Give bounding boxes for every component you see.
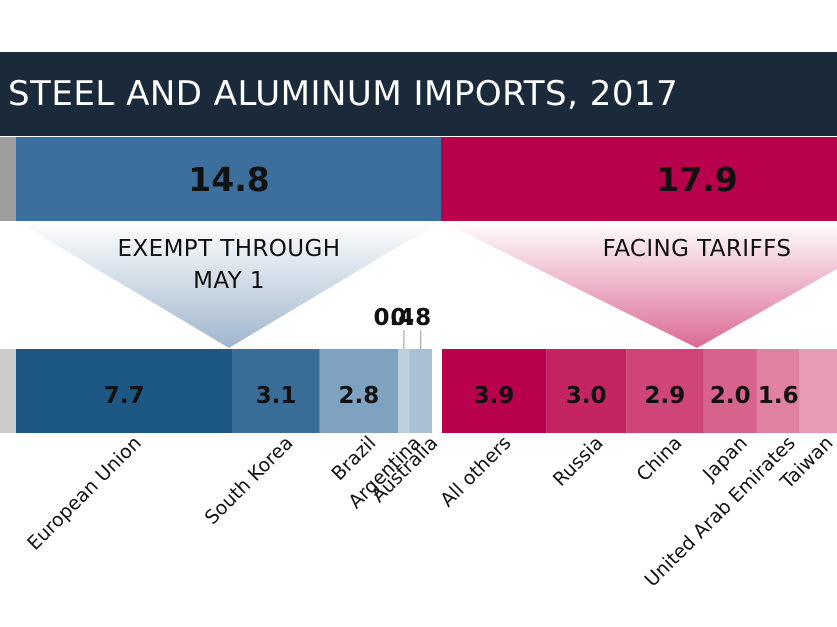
tariff-total-label: 17.9 — [656, 160, 737, 199]
bottom-other-stub — [0, 349, 16, 433]
category-label-european-union: European Union — [23, 432, 146, 555]
tariff-bar-japan — [703, 349, 757, 433]
tariff-bar-united-arab-emirates — [756, 349, 800, 433]
exempt-bar-argentina — [398, 349, 410, 433]
value-label-japan: 2.0 — [710, 383, 751, 409]
tariff-total-bar — [441, 137, 837, 221]
category-label-russia: Russia — [549, 432, 608, 491]
top-other-stub — [0, 137, 16, 221]
value-label-australia: 0.8 — [390, 305, 431, 331]
chart-title: STEEL AND ALUMINUM IMPORTS, 2017 — [8, 74, 679, 114]
category-label-china: China — [632, 432, 686, 486]
value-label-china: 2.9 — [644, 383, 685, 409]
category-label-south-korea: South Korea — [201, 432, 298, 529]
tariff-bar-all-others — [442, 349, 547, 433]
exempt-funnel — [16, 221, 441, 348]
exempt-group-label-line: EXEMPT THROUGH — [118, 236, 341, 262]
value-label-united-arab-emirates: 1.6 — [758, 383, 799, 409]
tariff-group-label-line: FACING TARIFFS — [603, 236, 792, 262]
title-bar: STEEL AND ALUMINUM IMPORTS, 2017 — [0, 52, 837, 136]
value-label-south-korea: 3.1 — [256, 383, 297, 409]
exempt-bar-european-union — [16, 349, 233, 433]
value-label-brazil: 2.8 — [339, 383, 380, 409]
tariff-funnel — [441, 221, 837, 348]
tariff-bar-russia — [546, 349, 627, 433]
exempt-total-bar — [16, 137, 441, 221]
exempt-group-label-line: MAY 1 — [193, 268, 265, 294]
exempt-bar-south-korea — [232, 349, 320, 433]
tariff-bar-taiwan — [799, 349, 837, 433]
category-label-all-others: All others — [436, 432, 515, 511]
exempt-bar-brazil — [319, 349, 399, 433]
value-label-all-others: 3.9 — [474, 383, 515, 409]
tariff-bar-china — [626, 349, 704, 433]
value-label-russia: 3.0 — [566, 383, 607, 409]
exempt-total-label: 14.8 — [188, 160, 269, 199]
value-label-argentina: 0.4 — [374, 305, 415, 331]
exempt-bar-australia — [409, 349, 432, 433]
value-label-european-union: 7.7 — [104, 383, 145, 409]
